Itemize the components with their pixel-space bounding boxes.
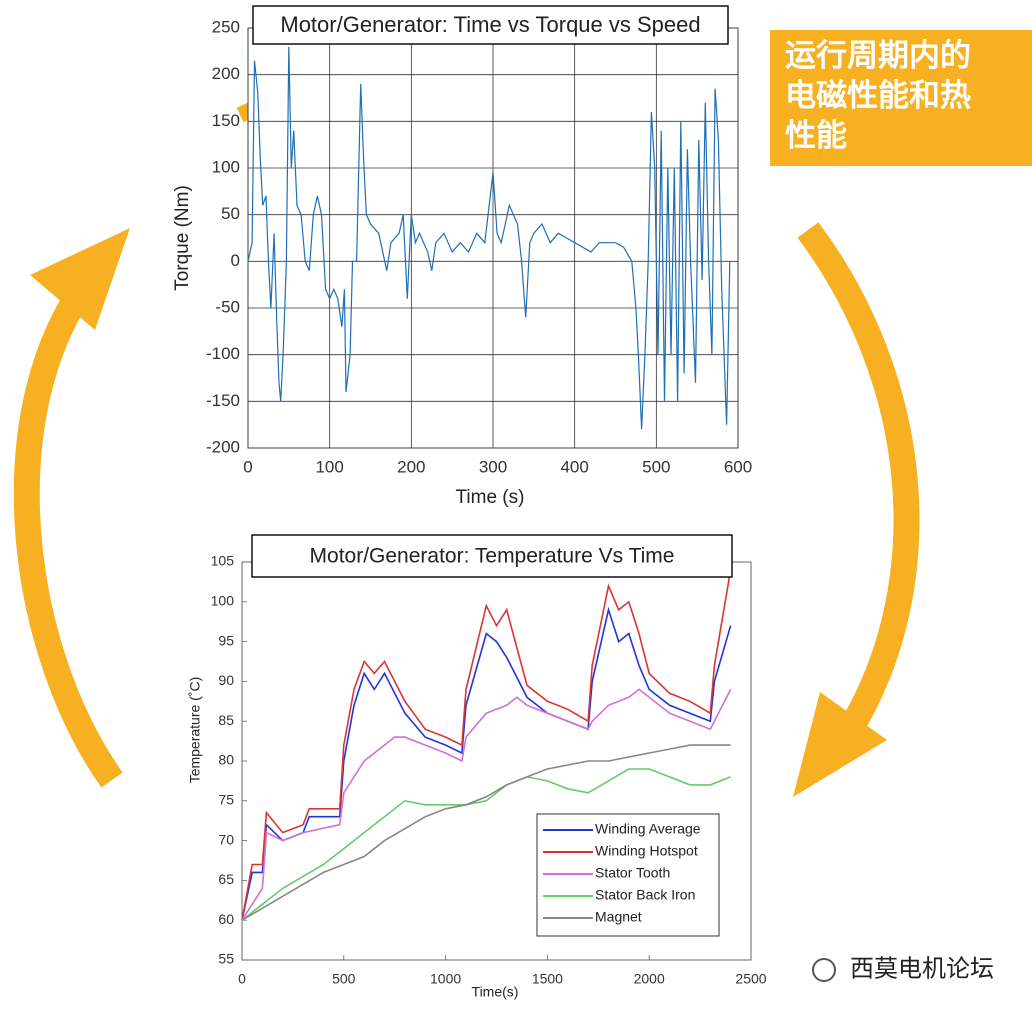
y-tick-label: 85 — [218, 712, 234, 728]
y-tick-label: 80 — [218, 752, 234, 768]
x-tick-label: 600 — [724, 457, 752, 476]
x-tick-label: 0 — [243, 457, 252, 476]
x-tick-label: 200 — [397, 457, 425, 476]
chart-title: Motor/Generator: Temperature Vs Time — [310, 545, 675, 568]
arrow-head — [30, 228, 130, 330]
y-tick-label: 70 — [218, 831, 234, 847]
legend-label: Stator Back Iron — [595, 887, 695, 903]
y-tick-label: 50 — [221, 204, 240, 223]
legend-label: Winding Hotspot — [595, 843, 698, 859]
cycle-arrow — [13, 277, 123, 788]
x-tick-label: 500 — [642, 457, 670, 476]
y-tick-label: -50 — [215, 297, 240, 316]
x-tick-label: 2500 — [735, 971, 766, 987]
y-tick-label: 60 — [218, 911, 234, 927]
callout-box — [770, 30, 1032, 166]
legend-label: Winding Average — [595, 821, 701, 837]
x-tick-label: 300 — [479, 457, 507, 476]
x-tick-label: 2000 — [634, 971, 665, 987]
series-line — [241, 606, 732, 921]
y-tick-label: 250 — [212, 17, 240, 36]
y-tick-label: 100 — [211, 593, 235, 609]
series-line — [241, 744, 731, 921]
x-tick-label: 100 — [315, 457, 343, 476]
chart-title: Motor/Generator: Time vs Torque vs Speed — [280, 12, 700, 37]
y-tick-label: -200 — [206, 437, 240, 456]
callout-text: 运行周期内的电磁性能和热性能 — [785, 38, 971, 153]
x-tick-label: 400 — [560, 457, 588, 476]
title-box — [251, 534, 733, 578]
y-tick-label: 150 — [212, 111, 240, 130]
y-tick-label: 105 — [211, 553, 235, 569]
y-tick-label: 75 — [218, 792, 234, 808]
y-axis-label: Torque (Nm) — [172, 185, 193, 291]
y-tick-label: -150 — [206, 391, 240, 410]
series-line — [241, 688, 732, 921]
x-axis-label: Time(s) — [472, 984, 519, 1000]
y-tick-label: 90 — [218, 672, 234, 688]
y-tick-label: 55 — [218, 951, 234, 967]
watermark-icon — [812, 958, 836, 982]
y-axis-label: Temperature (˚C) — [187, 677, 203, 784]
title-box — [252, 5, 729, 45]
legend-label: Magnet — [595, 909, 642, 925]
x-tick-label: 1500 — [532, 971, 563, 987]
legend-label: Stator Tooth — [595, 865, 670, 881]
y-tick-label: 200 — [212, 64, 240, 83]
x-tick-label: 1000 — [430, 971, 461, 987]
cycle-arrow — [797, 222, 920, 737]
y-tick-label: 95 — [218, 632, 234, 648]
series-line — [241, 569, 732, 921]
arrow-head — [793, 692, 887, 797]
x-axis-label: Time (s) — [456, 487, 525, 508]
x-tick-label: 500 — [332, 971, 356, 987]
y-tick-label: 0 — [231, 251, 240, 270]
x-tick-label: 0 — [238, 971, 246, 987]
watermark: 西莫电机论坛 — [850, 955, 994, 982]
series-line — [247, 46, 731, 430]
y-tick-label: 100 — [212, 157, 240, 176]
y-tick-label: -100 — [206, 344, 240, 363]
y-tick-label: 65 — [218, 871, 234, 887]
